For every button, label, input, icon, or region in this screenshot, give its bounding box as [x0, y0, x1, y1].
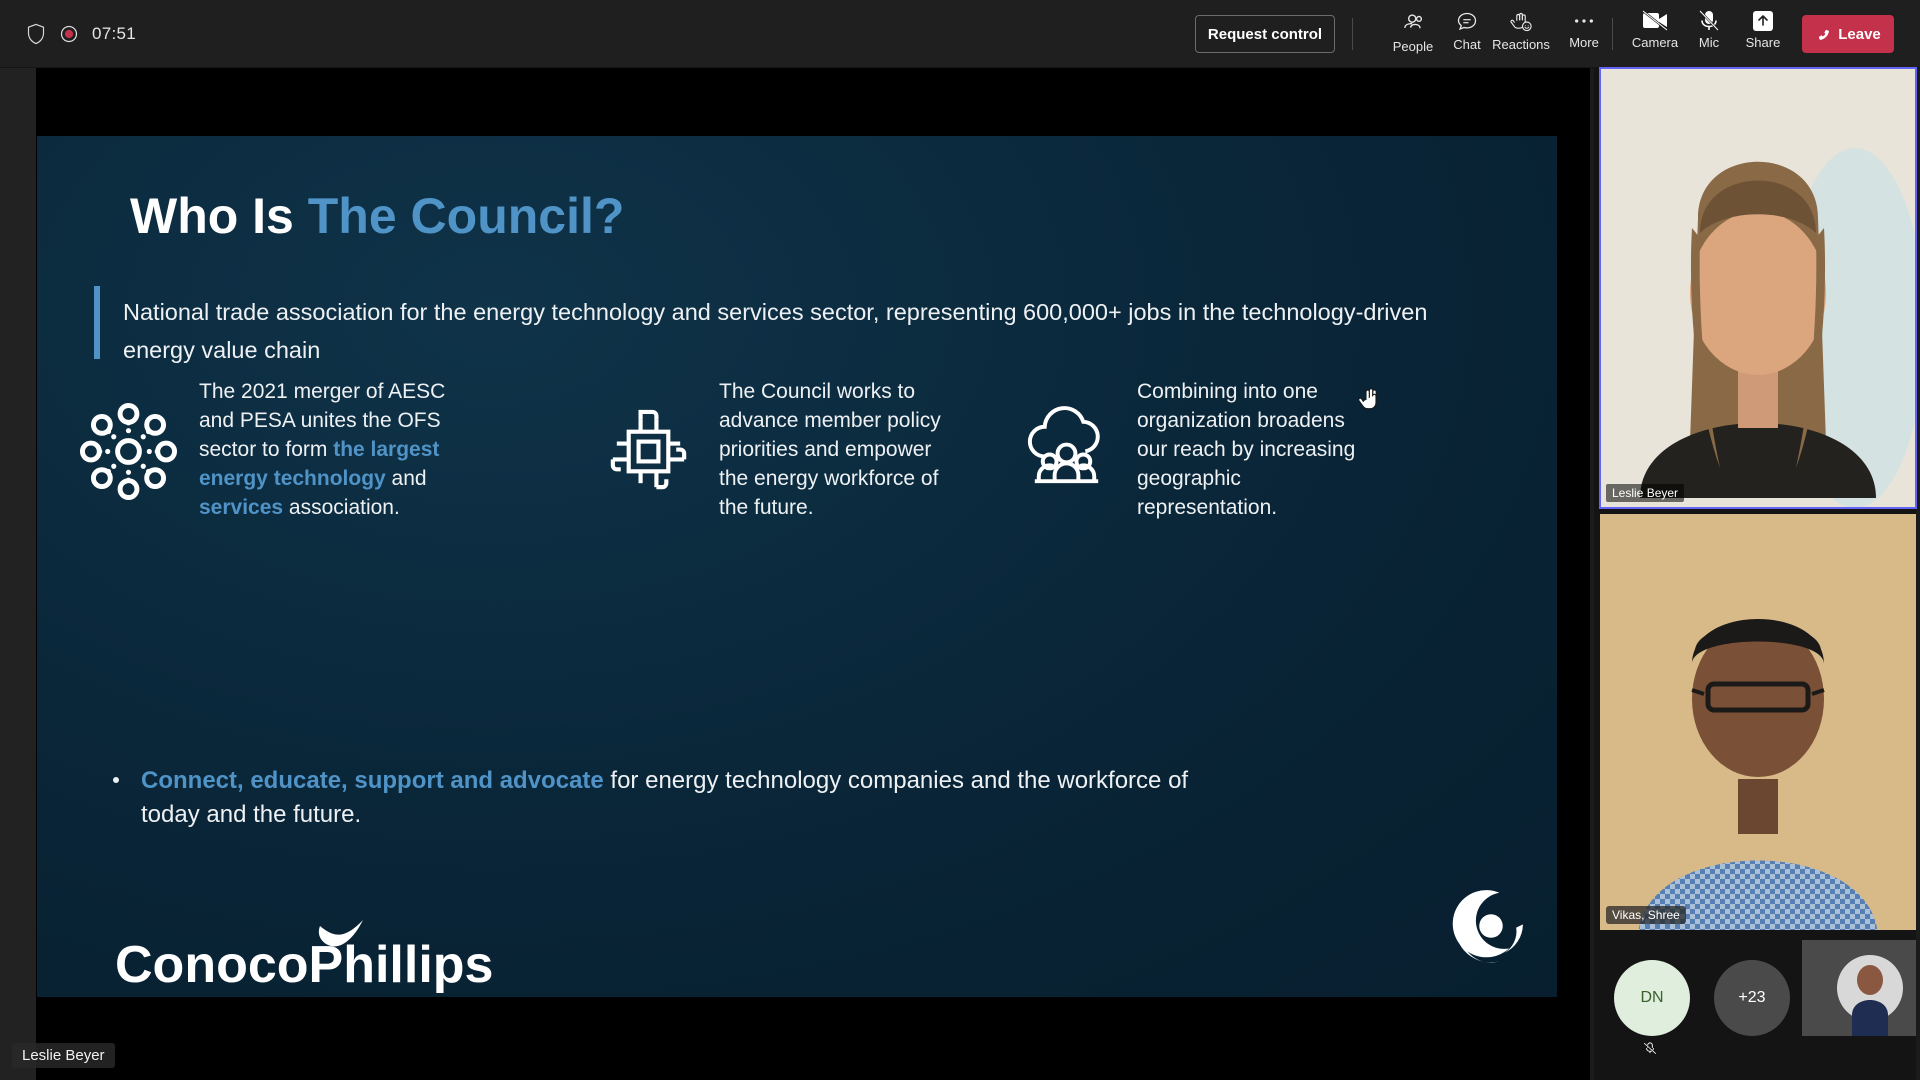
svg-text:ConocoPhillips: ConocoPhillips	[115, 936, 493, 994]
